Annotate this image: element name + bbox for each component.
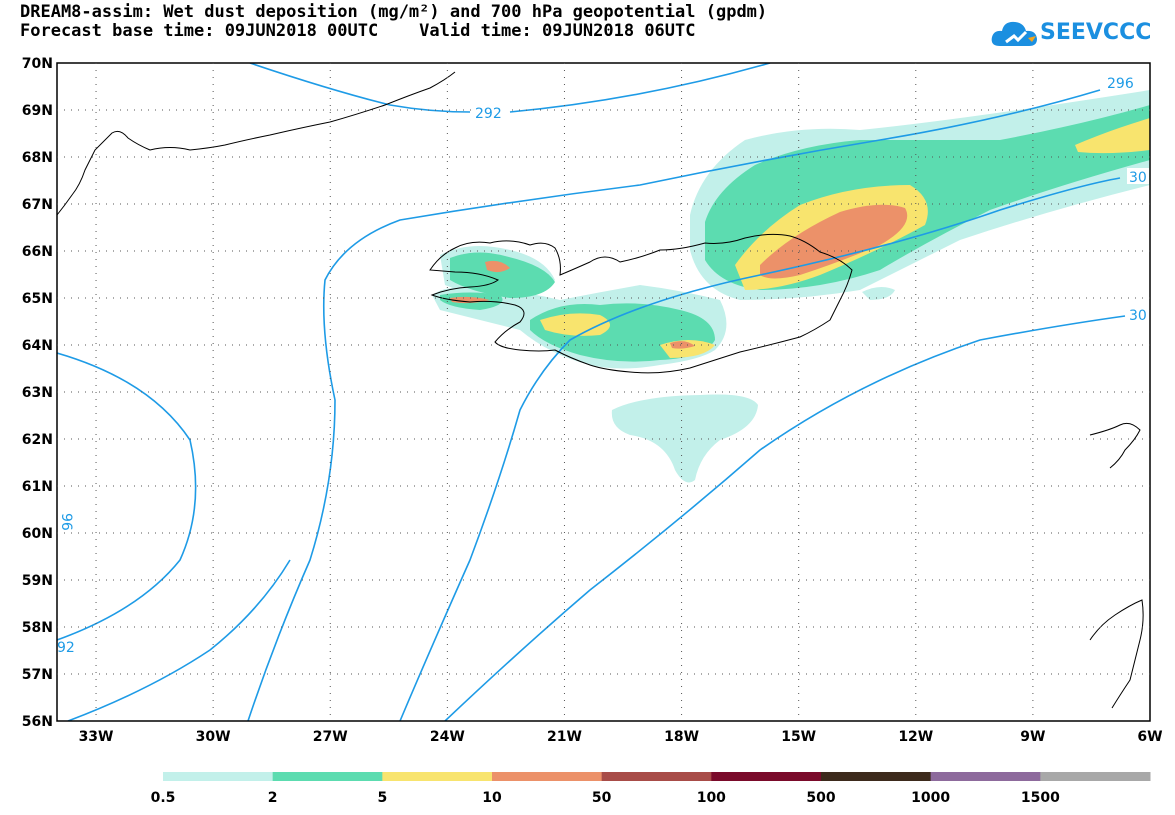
lat-tick-label: 70N [22, 56, 53, 72]
shade-5-southwest [540, 313, 610, 336]
lat-tick-label: 65N [22, 291, 53, 307]
legend-label: 5 [377, 790, 387, 806]
legend-swatch [711, 772, 822, 781]
contour-label-300-upper: 30 [1129, 170, 1147, 186]
lon-tick-label: 18W [664, 729, 699, 745]
chart-subtitle-times: Forecast base time: 09JUN2018 00UTC Vali… [20, 21, 696, 41]
scotland-coast [1089, 599, 1144, 709]
logo-text: SEEVCCC [1040, 20, 1152, 45]
iceland-coastline [429, 233, 853, 374]
contour-292-west-arc [57, 352, 197, 641]
contour-296-arc [247, 89, 1101, 721]
lon-tick-label: 33W [79, 729, 114, 745]
lat-tick-label: 58N [22, 620, 53, 636]
shade-10-westfjords [485, 260, 510, 273]
lat-tick-label: 63N [22, 385, 53, 401]
lon-tick-label: 21W [547, 729, 582, 745]
contour-292-north-east [509, 63, 771, 113]
lon-tick-label: 15W [781, 729, 816, 745]
legend-swatch [382, 772, 493, 781]
contour-300-south [444, 315, 1126, 721]
cloud-icon [991, 21, 1037, 46]
dust-deposition-shading [432, 90, 1150, 483]
contour-outer-west-arc [67, 559, 291, 721]
shade-0-5-south [611, 394, 758, 483]
lon-tick-label: 9W [1020, 729, 1045, 745]
contour-label-292-north: 292 [475, 106, 502, 122]
legend-label: 10 [482, 790, 502, 806]
lon-tick-label: 27W [313, 729, 348, 745]
lat-tick-label: 60N [22, 526, 53, 542]
chart-title: DREAM8-assim: Wet dust deposition (mg/m²… [20, 2, 768, 22]
legend-label: 50 [592, 790, 612, 806]
legend-label: 500 [806, 790, 835, 806]
legend-label: 2 [268, 790, 278, 806]
legend-swatch [272, 772, 383, 781]
lat-tick-label: 69N [22, 103, 53, 119]
legend-swatch [492, 772, 603, 781]
contour-label-296-west: 96 [58, 513, 74, 531]
legend-label: 1500 [1021, 790, 1060, 806]
lat-tick-label: 67N [22, 197, 53, 213]
legend-label: 0.5 [151, 790, 176, 806]
lat-tick-label: 68N [22, 150, 53, 166]
legend-swatch [930, 772, 1041, 781]
lon-tick-label: 24W [430, 729, 465, 745]
lon-tick-label: 12W [898, 729, 933, 745]
lat-tick-label: 62N [22, 432, 53, 448]
legend-swatch [821, 772, 932, 781]
legend-label: 100 [697, 790, 726, 806]
graticule [57, 63, 1150, 721]
lat-tick-label: 66N [22, 244, 53, 260]
map-area [57, 63, 1150, 721]
lat-tick-label: 61N [22, 479, 53, 495]
seevccc-logo: SEEVCCC [990, 14, 1151, 56]
contour-label-group: 292 296 30 30 92 96 [57, 74, 1149, 656]
contour-label-300-lower: 30 [1129, 308, 1147, 324]
legend-swatch [601, 772, 712, 781]
lat-tick-label: 57N [22, 667, 53, 683]
lon-tick-label: 30W [196, 729, 231, 745]
contour-300-middle [399, 177, 1121, 721]
legend-swatch [1040, 772, 1151, 781]
coastlines [57, 71, 1144, 709]
legend: 0.5 2 5 10 50 100 500 1000 1500 [151, 772, 1151, 806]
lat-tick-label: 59N [22, 573, 53, 589]
shade-0-5-east-blob [862, 286, 895, 300]
lon-tick-label: 6W [1137, 729, 1162, 745]
legend-label: 1000 [911, 790, 950, 806]
norway-coast-north [1089, 422, 1141, 469]
contour-label-292-west: 92 [57, 640, 75, 656]
contour-label-296: 296 [1107, 76, 1134, 92]
geopotential-contours [57, 63, 1126, 721]
greenland-coastline [57, 71, 456, 216]
lat-tick-label: 64N [22, 338, 53, 354]
lat-tick-label: 56N [22, 714, 53, 730]
axis-labels: 70N 69N 68N 67N 66N 65N 64N 63N 62N 61N 60N 59N 58N 5… [22, 56, 1163, 745]
shade-10-south [670, 341, 695, 349]
shade-5-farnortheast [1075, 118, 1150, 154]
legend-swatch [163, 772, 274, 781]
shade-10-northeast [760, 204, 908, 279]
contour-292-north [249, 63, 471, 113]
